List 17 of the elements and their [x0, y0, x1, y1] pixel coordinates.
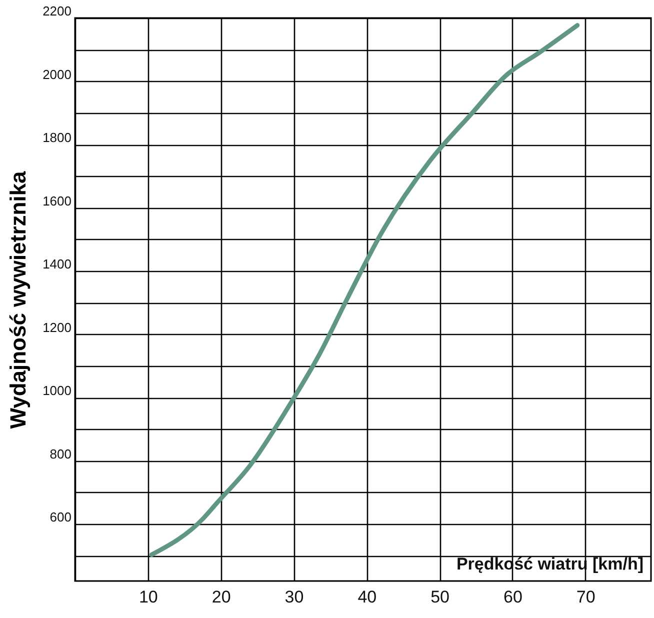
x-tick-label: 50 [430, 588, 450, 606]
x-tick-label: 20 [212, 588, 231, 606]
y-axis-title: Wydajność wywietrznika [6, 170, 31, 429]
y-tick-label: 2000 [42, 66, 72, 82]
y-tick-label: 1000 [42, 383, 72, 398]
x-tick-label: 60 [504, 588, 522, 606]
y-tick-label: 1400 [42, 256, 72, 272]
y-tick-label: 1200 [42, 320, 72, 335]
y-tick-label: 800 [50, 446, 72, 462]
x-tick-label: 30 [284, 588, 304, 606]
x-tick-label: 40 [358, 588, 377, 606]
x-tick-label: 70 [576, 588, 596, 606]
y-tick-label: 1800 [42, 130, 72, 146]
y-tick-label: 2200 [42, 4, 72, 18]
y-tick-label: 1600 [42, 193, 72, 208]
x-tick-label: 10 [138, 588, 158, 606]
y-tick-label: 600 [50, 510, 72, 525]
